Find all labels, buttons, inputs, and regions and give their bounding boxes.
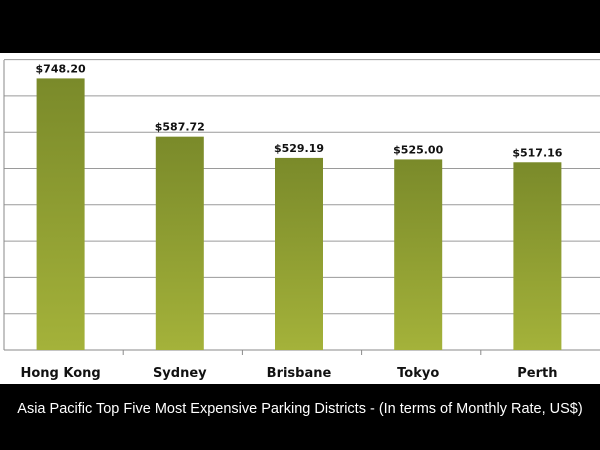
x-tick-label: Brisbane: [267, 366, 332, 381]
bar-brisbane: [275, 157, 323, 350]
data-label: $525.00: [393, 143, 443, 156]
category-labels: Hong Kong Sydney Brisbane Tokyo Perth: [20, 366, 557, 381]
x-tick-label: Hong Kong: [20, 366, 100, 381]
value-labels: $748.20 $587.72 $529.19 $525.00 $517.16: [36, 62, 563, 159]
data-label: $517.16: [512, 146, 562, 159]
bar-hong-kong: [36, 78, 85, 351]
data-label: $748.20: [36, 62, 86, 75]
data-label: $587.72: [155, 121, 205, 134]
bar-perth: [513, 162, 562, 350]
x-tick-label: Perth: [517, 366, 557, 381]
chart-title: Asia Pacific Top Five Most Expensive Par…: [17, 401, 583, 417]
bar-tokyo: [394, 159, 443, 350]
data-label: $529.19: [274, 142, 324, 155]
x-tick-label: Tokyo: [397, 366, 439, 381]
bars: [36, 78, 562, 351]
x-tick-label: Sydney: [153, 366, 207, 381]
bar-sydney: [155, 136, 204, 350]
